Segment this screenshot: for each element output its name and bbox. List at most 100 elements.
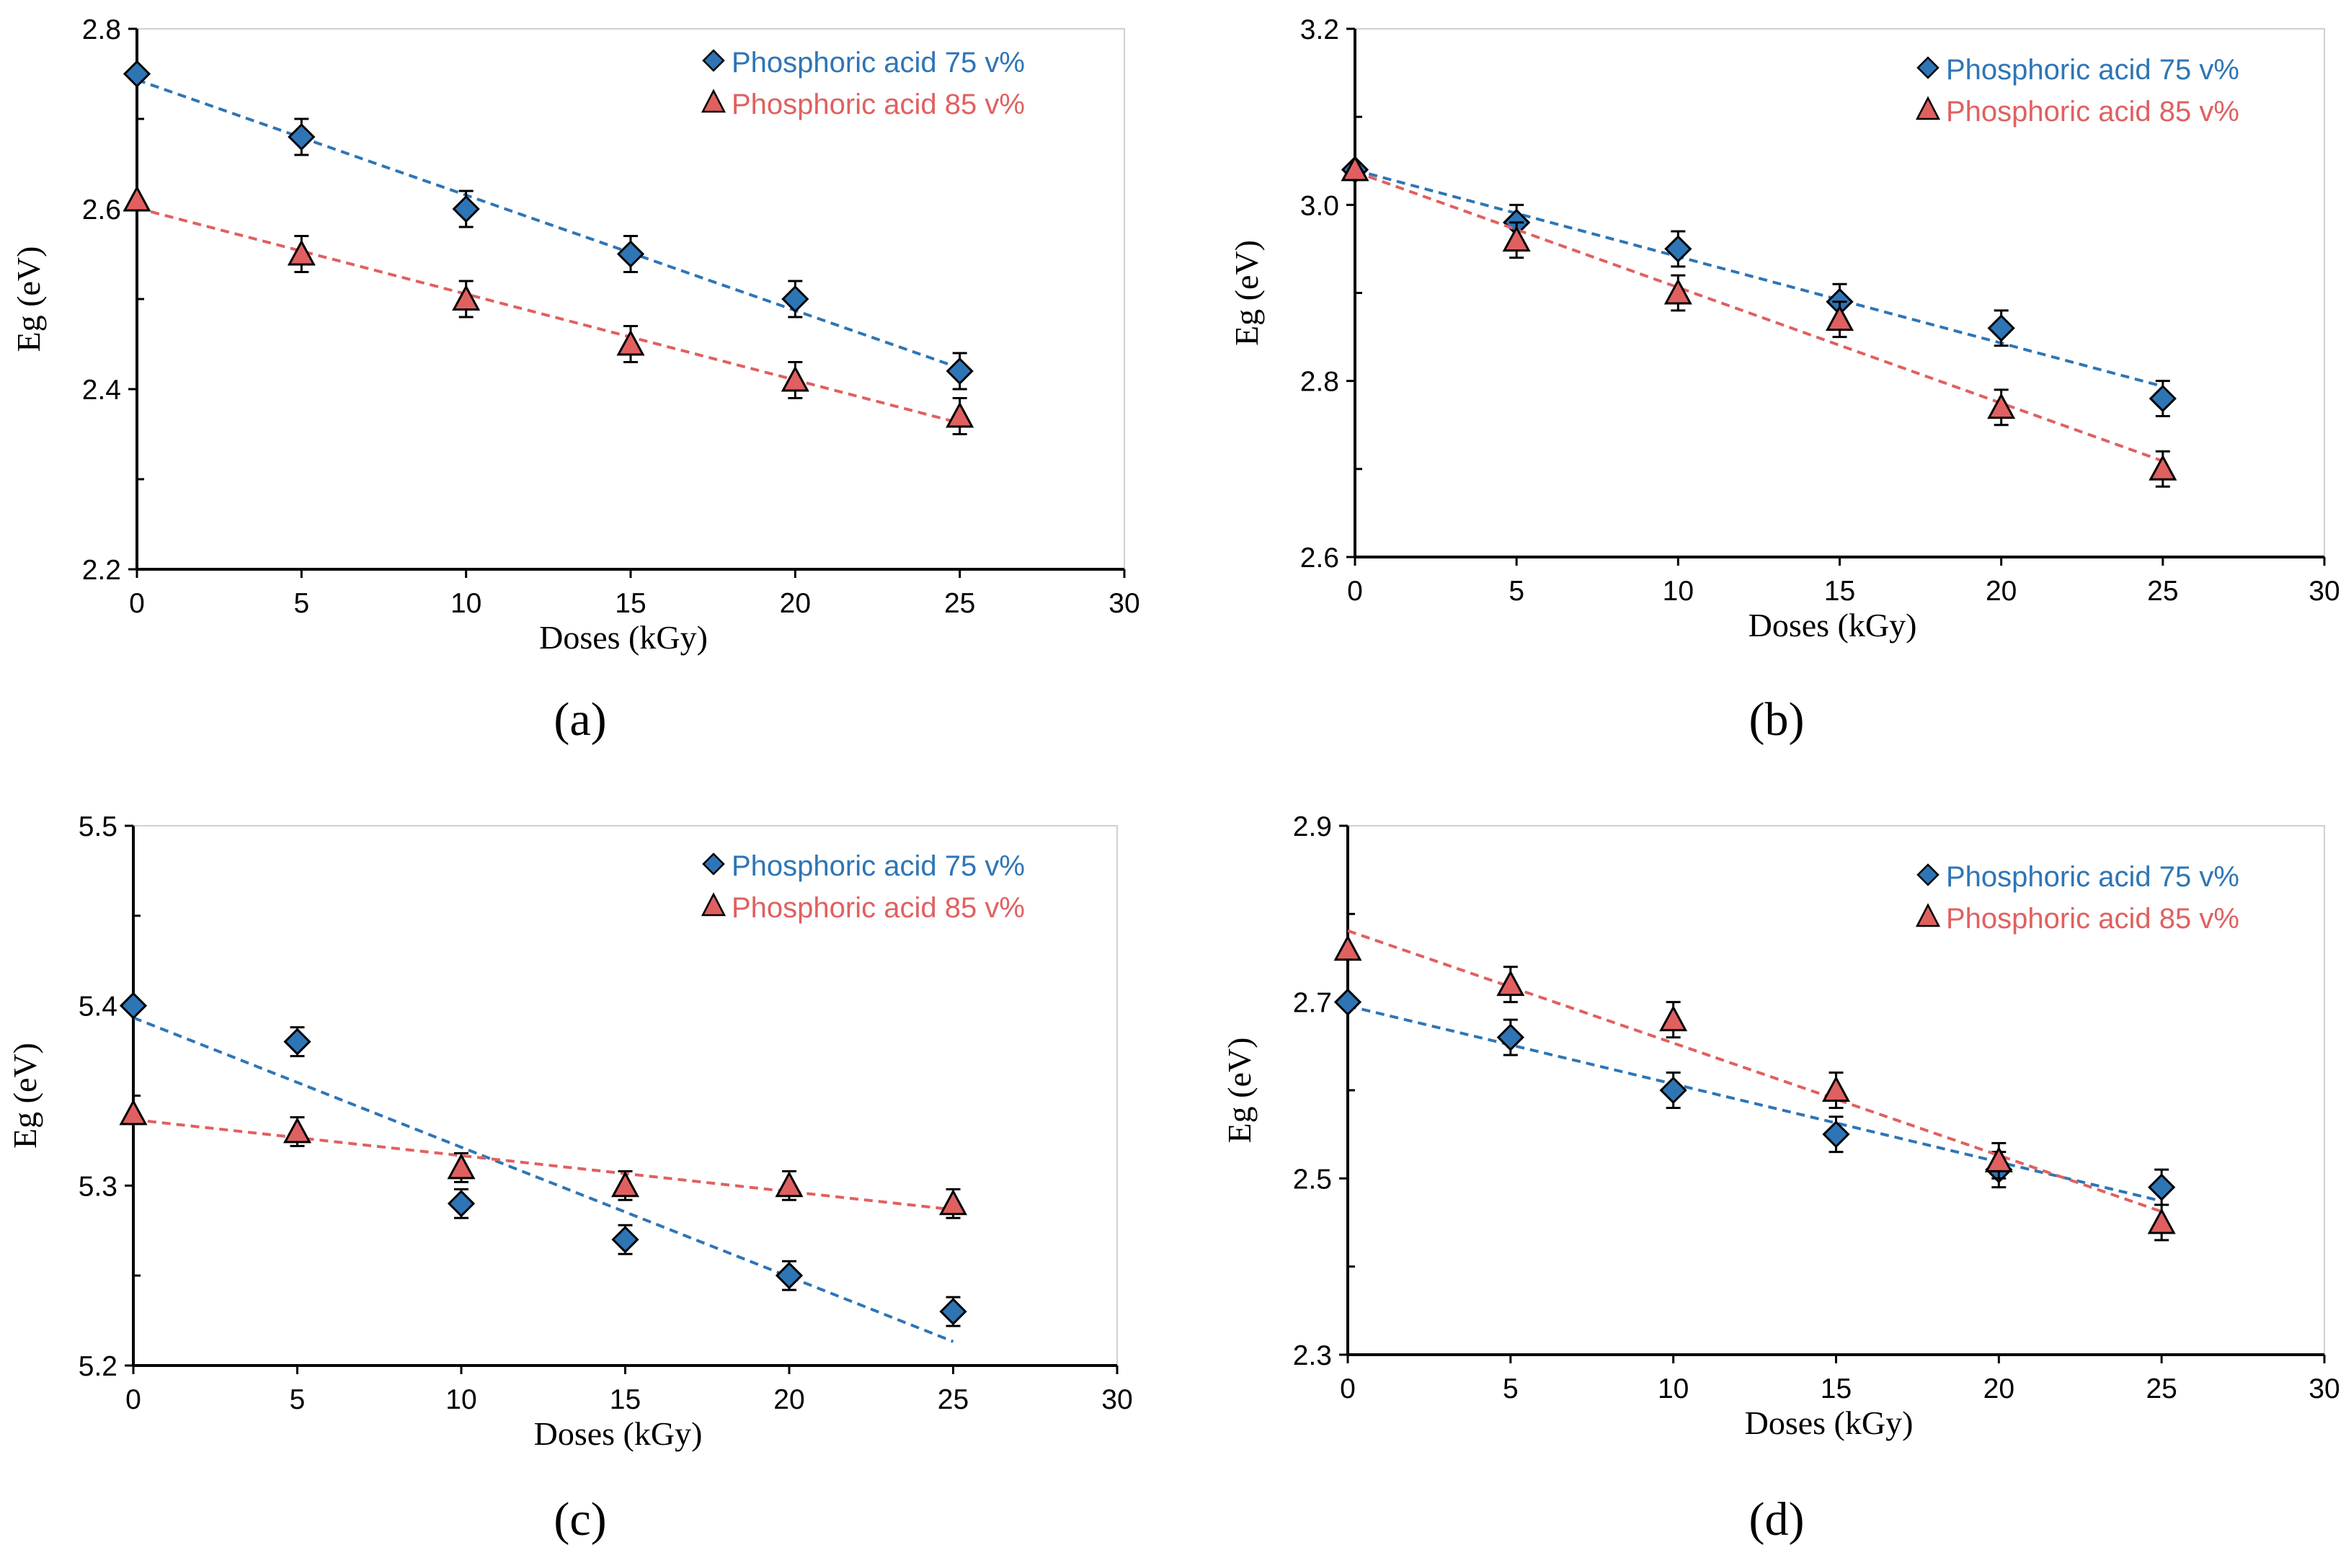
y-tick-label: 2.3 <box>1293 1340 1332 1371</box>
trendline <box>136 206 961 424</box>
y-axis-title: Eg (eV) <box>1221 1038 1258 1144</box>
legend-label: Phosphoric acid 85 v% <box>1946 96 2239 128</box>
x-axis-title: Doses (kGy) <box>534 1415 703 1452</box>
x-axis-title: Doses (kGy) <box>539 619 708 656</box>
trendline <box>1354 170 2164 463</box>
x-tick-label: 20 <box>1983 1373 2014 1404</box>
data-point-diamond <box>616 240 645 268</box>
data-point-diamond <box>123 60 151 88</box>
series-75: Phosphoric acid 75 v% <box>1333 861 2239 1206</box>
data-point-triangle <box>938 1189 968 1216</box>
trendline <box>136 78 961 370</box>
y-tick-label: 5.2 <box>79 1351 117 1382</box>
data-point-triangle <box>452 284 481 311</box>
x-tick-label: 5 <box>290 1384 306 1415</box>
data-point-triangle <box>946 401 974 428</box>
x-tick-label: 10 <box>1663 576 1694 607</box>
x-tick-label: 30 <box>2309 1373 2340 1404</box>
x-tick-label: 25 <box>2146 1373 2177 1404</box>
legend-label: Phosphoric acid 75 v% <box>1946 54 2239 86</box>
x-tick-label: 0 <box>1347 576 1363 607</box>
data-point-diamond <box>1333 988 1362 1016</box>
data-point-triangle <box>1825 304 1854 331</box>
x-tick-label: 0 <box>1340 1373 1356 1404</box>
y-tick-label: 2.5 <box>1293 1164 1332 1195</box>
x-tick-label: 10 <box>1658 1373 1689 1404</box>
y-axis-title: Eg (eV) <box>1228 240 1265 346</box>
x-tick-label: 30 <box>1101 1384 1132 1415</box>
series-75: Phosphoric acid 75 v% <box>123 47 1025 391</box>
y-tick-label: 2.2 <box>82 555 121 586</box>
data-point-diamond <box>1659 1076 1687 1105</box>
data-point-diamond <box>119 992 148 1020</box>
data-point-triangle <box>123 185 151 212</box>
data-point-triangle <box>1663 278 1692 305</box>
chart-panel-d: 0 5 10 15 20 25 30 2.3 2.5 2.7 2.9 Doses (kGy) Eg (e… <box>1221 811 2340 1546</box>
data-point-diamond <box>946 357 974 386</box>
data-point-triangle <box>1987 393 2016 419</box>
series-85: Phosphoric acid 85 v% <box>123 89 1025 435</box>
legend-marker-diamond <box>1916 863 1940 886</box>
y-tick-label: 2.4 <box>82 375 121 406</box>
x-tick-label: 15 <box>1821 1373 1852 1404</box>
series-75: Phosphoric acid 75 v% <box>1341 54 2239 418</box>
data-point-diamond <box>2149 384 2177 413</box>
x-tick-label: 30 <box>2309 576 2340 607</box>
x-tick-label: 15 <box>615 588 646 619</box>
data-point-diamond <box>1822 1121 1850 1149</box>
x-axis-title: Doses (kGy) <box>1745 1404 1914 1441</box>
x-tick-label: 30 <box>1108 588 1139 619</box>
data-point-triangle <box>616 329 645 356</box>
chart-panel-b: 0 5 10 15 20 25 30 2.6 2.8 3.0 3.2 Doses (kGy) Eg (e… <box>1228 14 2340 746</box>
y-tick-label: 3.2 <box>1300 14 1339 45</box>
data-point-triangle <box>1341 155 1369 182</box>
x-tick-label: 15 <box>610 1384 641 1415</box>
legend-marker-diamond <box>702 49 725 72</box>
data-point-triangle <box>1659 1004 1688 1032</box>
y-axis-title: Eg (eV) <box>10 246 47 352</box>
legend-label: Phosphoric acid 75 v% <box>1946 861 2239 893</box>
x-axis-title: Doses (kGy) <box>1749 607 1917 643</box>
series-85: Phosphoric acid 85 v% <box>1333 903 2239 1242</box>
data-point-diamond <box>611 1226 639 1254</box>
data-point-triangle <box>775 1171 804 1198</box>
data-point-diamond <box>1987 314 2015 342</box>
x-tick-label: 0 <box>129 588 145 619</box>
legend-label: Phosphoric acid 85 v% <box>1946 903 2239 935</box>
chart-panel-a: 0 5 10 15 20 25 30 2.2 2.4 2.6 2.8 Doses (kGy) Eg (e… <box>10 14 1140 746</box>
legend-label: Phosphoric acid 75 v% <box>732 47 1025 79</box>
data-point-triangle <box>610 1171 640 1198</box>
legend-marker-triangle <box>1915 96 1941 120</box>
panel-label: (b) <box>1749 693 1805 746</box>
x-tick-label: 5 <box>1503 1373 1519 1404</box>
data-point-diamond <box>2148 1173 2176 1201</box>
trendline <box>1347 1004 2162 1203</box>
trendline <box>1354 169 2164 388</box>
data-point-diamond <box>1664 235 1692 263</box>
panel-label: (c) <box>554 1493 606 1546</box>
data-point-triangle <box>781 365 809 392</box>
x-tick-label: 10 <box>445 1384 476 1415</box>
legend-marker-diamond <box>702 852 725 876</box>
legend-label: Phosphoric acid 85 v% <box>732 89 1025 120</box>
y-tick-label: 5.4 <box>79 992 117 1023</box>
data-point-triangle <box>2149 454 2177 481</box>
data-point-triangle <box>1502 226 1531 252</box>
y-tick-label: 2.6 <box>1300 543 1339 574</box>
series-85: Phosphoric acid 85 v% <box>119 892 1025 1219</box>
data-point-triangle <box>447 1153 476 1180</box>
legend-marker-triangle <box>701 89 727 113</box>
y-tick-label: 2.6 <box>82 195 121 226</box>
series-75: Phosphoric acid 75 v% <box>119 850 1025 1343</box>
data-point-triangle <box>2147 1208 2176 1234</box>
series-85: Phosphoric acid 85 v% <box>1341 96 2239 488</box>
y-tick-label: 5.3 <box>79 1171 117 1202</box>
trendline <box>133 1118 954 1211</box>
x-tick-label: 5 <box>293 588 309 619</box>
data-point-diamond <box>781 285 809 313</box>
y-tick-label: 2.8 <box>82 14 121 45</box>
y-tick-label: 2.7 <box>1293 988 1332 1019</box>
legend-label: Phosphoric acid 85 v% <box>732 892 1025 924</box>
data-point-diamond <box>447 1190 476 1218</box>
y-tick-label: 3.0 <box>1300 190 1339 221</box>
